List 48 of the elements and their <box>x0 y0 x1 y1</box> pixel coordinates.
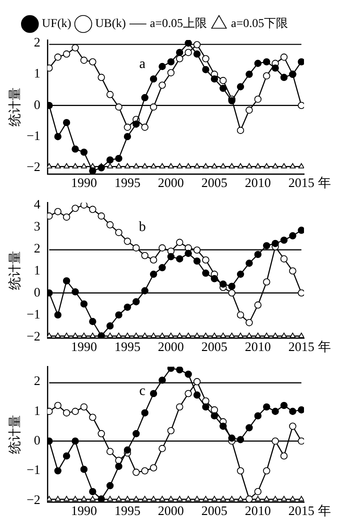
x-tick-label: 1990 <box>70 502 97 518</box>
y-tick-label: 2 <box>34 240 40 256</box>
y-tick-label: 0 <box>34 432 40 448</box>
y-axis-title: 统计量 <box>7 250 22 290</box>
y-tick-label: 4 <box>34 196 41 212</box>
x-tick-label: 2010 <box>244 338 271 354</box>
x-tick-label: 1990 <box>70 174 97 190</box>
x-tick-label: 2000 <box>158 174 184 190</box>
y-tick-label: −1 <box>26 306 40 322</box>
y-tick-label: −2 <box>26 492 40 507</box>
y-tick-label: 2 <box>34 34 40 50</box>
x-tick-label: 2005 <box>201 502 228 518</box>
y-tick-label: 1 <box>34 262 40 278</box>
x-axis-title: 年 <box>318 502 331 518</box>
x-axis-title: 年 <box>318 338 331 354</box>
y-axis-title: 统计量 <box>7 88 22 126</box>
x-tick-label: 2005 <box>201 174 228 190</box>
legend-label: a=0.05上限 <box>150 16 207 30</box>
x-axis-title: 年 <box>318 174 331 190</box>
y-tick-label: 2 <box>34 373 40 388</box>
annotation: a <box>139 57 146 72</box>
y-tick-label: −2 <box>26 328 40 344</box>
x-tick-label: 2015 <box>288 502 314 518</box>
y-tick-label: −2 <box>26 159 40 174</box>
x-tick-label: 2015 <box>288 338 314 354</box>
legend-label: UB(k) <box>95 16 126 30</box>
x-tick-label: 1995 <box>114 174 140 190</box>
x-tick-label: 2015 <box>288 174 314 190</box>
legend-label: UF(k) <box>42 16 72 30</box>
y-tick-label: −1 <box>26 462 40 478</box>
x-tick-label: 1995 <box>114 338 140 354</box>
y-axis-title: 统计量 <box>7 414 22 454</box>
x-tick-label: 1995 <box>114 502 140 518</box>
annotation: b <box>138 220 146 236</box>
legend-label: a=0.05下限 <box>230 16 288 30</box>
x-tick-label: 2000 <box>158 338 184 354</box>
y-tick-label: 0 <box>34 96 40 112</box>
y-tick-label: 3 <box>34 218 40 234</box>
x-tick-label: 2000 <box>158 502 184 518</box>
x-tick-label: 1990 <box>70 338 97 354</box>
x-tick-label: 2005 <box>201 338 228 354</box>
y-tick-label: 1 <box>34 402 40 418</box>
y-tick-label: 1 <box>34 66 40 81</box>
x-tick-label: 2010 <box>244 174 271 190</box>
x-tick-label: 2010 <box>244 502 271 518</box>
y-tick-label: 0 <box>34 284 40 300</box>
annotation: c <box>139 384 146 400</box>
y-tick-label: −1 <box>26 128 40 144</box>
